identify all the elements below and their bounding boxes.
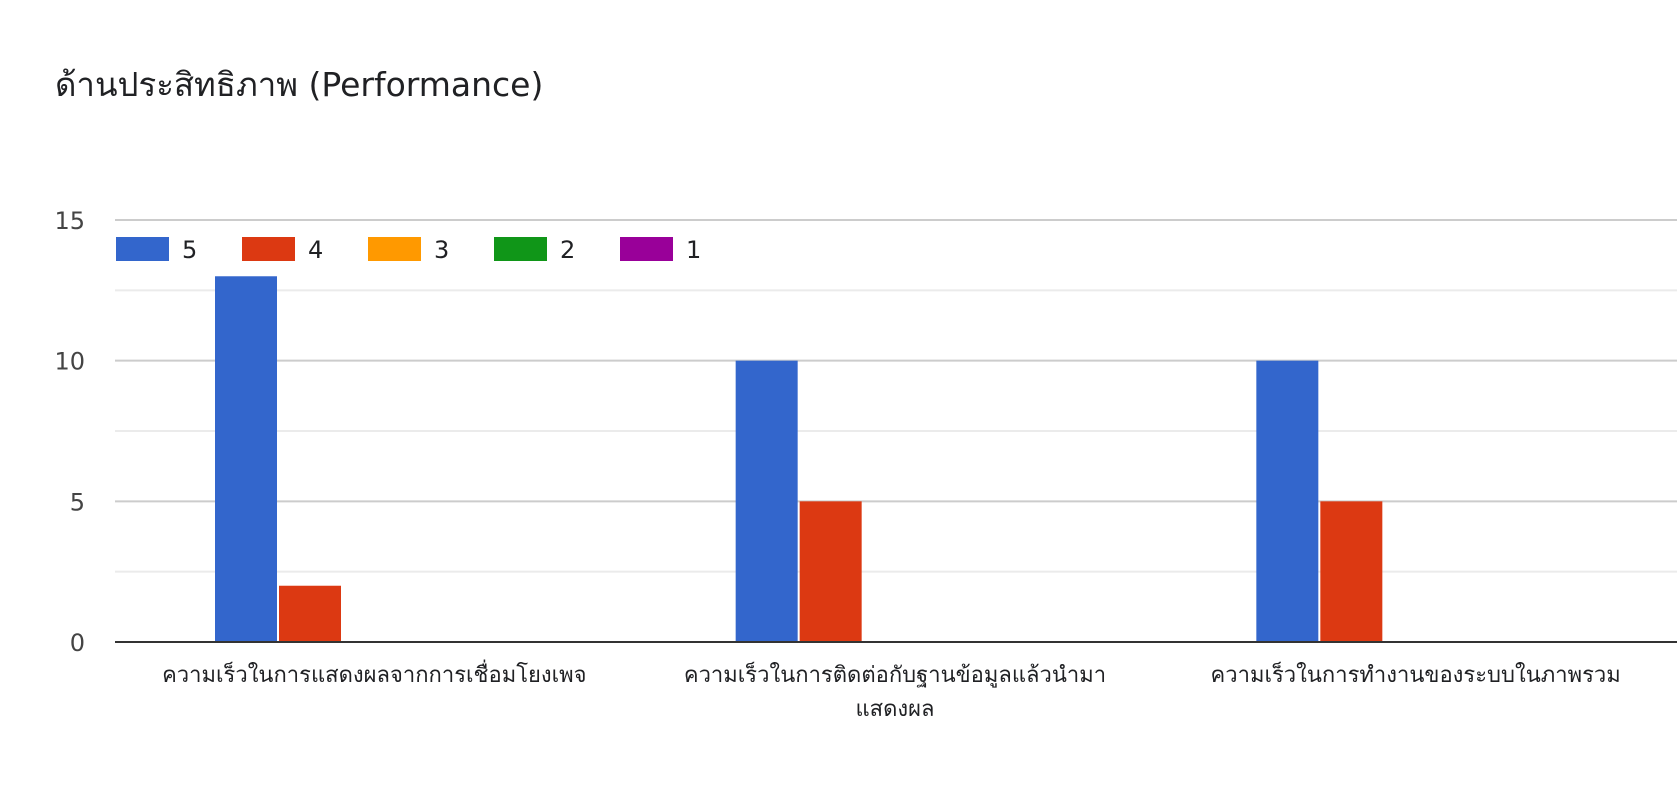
- category-label: ความเร็วในการติดต่อกับฐานข้อมูลแล้วนำมา: [684, 660, 1106, 688]
- legend-swatch-4: [242, 237, 295, 261]
- bar-4-3[interactable]: [1320, 501, 1383, 642]
- chart-title: ด้านประสิทธิภาพ (Performance): [55, 65, 544, 104]
- legend-label-4: 4: [308, 236, 323, 264]
- bar-5-1[interactable]: [215, 276, 277, 642]
- legend-label-5: 5: [182, 236, 197, 264]
- gridlines: [115, 219, 1677, 573]
- bar-4-1[interactable]: [279, 585, 341, 642]
- bar-5-3[interactable]: [1256, 360, 1319, 642]
- y-tick-label: 15: [54, 207, 85, 235]
- category-label: ความเร็วในการแสดงผลจากการเชื่อมโยงเพจ: [162, 659, 586, 688]
- y-tick-label: 5: [70, 488, 85, 516]
- y-tick-label: 10: [54, 348, 85, 376]
- y-tick-label: 0: [70, 629, 85, 657]
- legend-label-1: 1: [686, 236, 701, 264]
- bar-5-2[interactable]: [735, 360, 798, 642]
- legend-label-3: 3: [434, 236, 449, 264]
- legend[interactable]: 5 4 3 2 1: [116, 236, 701, 264]
- category-labels: ความเร็วในการแสดงผลจากการเชื่อมโยงเพจ ควา…: [162, 659, 1621, 722]
- bar-4-2[interactable]: [799, 501, 862, 642]
- legend-swatch-3: [368, 237, 421, 261]
- category-label: แสดงผล: [855, 697, 934, 722]
- y-axis-ticks: 0 5 10 15: [54, 207, 85, 657]
- category-label: ความเร็วในการทำงานของระบบในภาพรวม: [1211, 660, 1621, 688]
- legend-label-2: 2: [560, 236, 575, 264]
- legend-swatch-1: [620, 237, 673, 261]
- bars: [215, 276, 1383, 642]
- legend-swatch-2: [494, 237, 547, 261]
- legend-swatch-5: [116, 237, 169, 261]
